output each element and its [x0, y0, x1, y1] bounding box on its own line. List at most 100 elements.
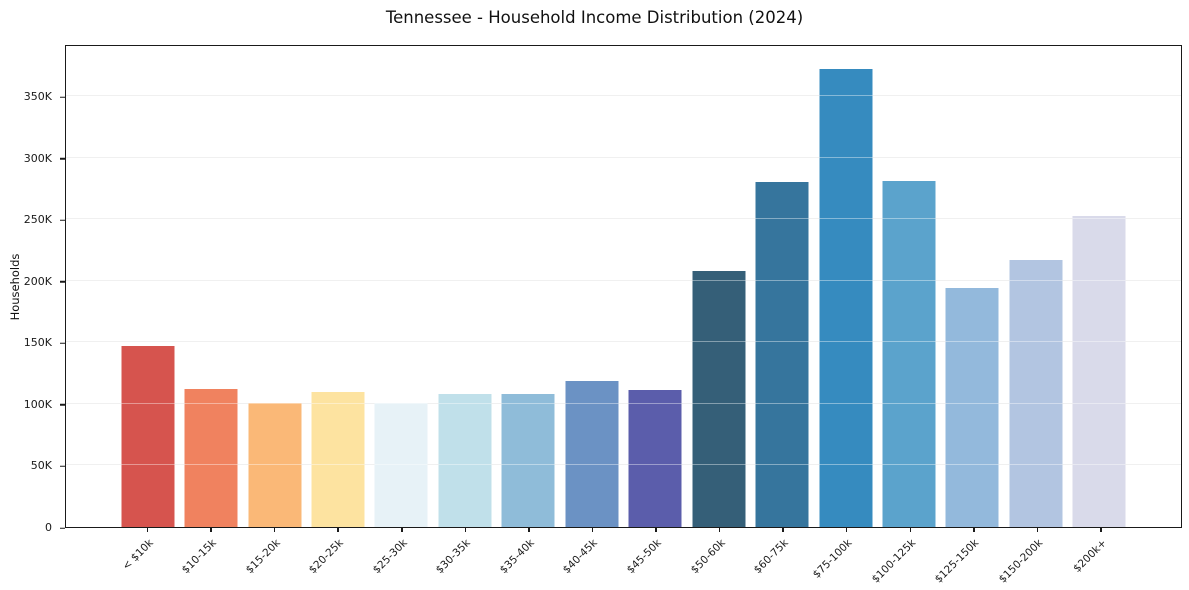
x-tick-mark	[146, 528, 149, 532]
bar-$50-60k	[692, 271, 746, 527]
bar-$15-20k	[248, 402, 302, 527]
gridline	[66, 156, 1181, 158]
gridline	[66, 402, 1181, 404]
plot-area	[65, 45, 1182, 528]
x-tick-slot: $75-100k	[810, 528, 878, 590]
bar-< $10k	[121, 346, 175, 527]
y-tick-mark	[60, 158, 65, 160]
x-tick-mark	[1100, 528, 1102, 532]
bar-slot	[116, 46, 179, 527]
gridline-overlay-line	[66, 341, 1181, 343]
y-tick-label: 150K	[23, 336, 52, 350]
x-tick-mark	[337, 528, 339, 532]
x-tick-label: $200k+	[1070, 537, 1109, 575]
gridline-overlay-line	[66, 156, 1181, 158]
y-tick-mark	[60, 404, 65, 406]
x-tick-mark	[273, 528, 276, 532]
x-tick-label: $10-15k	[179, 537, 219, 577]
x-axis-ticks: < $10k $10-15k $15-20k $20-25k $25-30k $30-35…	[65, 528, 1182, 590]
bar-slot	[877, 46, 940, 527]
gridlines	[66, 46, 1181, 527]
y-tick-mark	[60, 219, 65, 222]
y-tick-label: 350K	[23, 90, 52, 104]
bar-$200k+	[1072, 215, 1126, 527]
x-tick-slot: $45-50k	[624, 528, 688, 590]
y-tick-label: 300K	[23, 151, 52, 165]
bar-$75-100k	[819, 69, 873, 527]
x-tick-slot: $20-25k	[306, 528, 370, 590]
x-tick-mark	[528, 528, 530, 532]
bar-$20-25k	[311, 391, 365, 527]
bar-$125-150k	[945, 288, 999, 527]
bar-slot	[433, 46, 496, 527]
x-tick-slot: $150-200k	[997, 528, 1069, 590]
bars-container	[66, 46, 1181, 527]
x-tick-slot: $125-150k	[933, 528, 1005, 590]
x-tick-label: $75-100k	[810, 537, 855, 581]
y-axis-ticks: 0 50K 100K 150K 200K 250K 300K 350K	[0, 45, 65, 534]
x-tick-slot: $50-60k	[687, 528, 751, 590]
x-tick-slot: $25-30k	[369, 528, 433, 590]
y-tick-mark	[60, 281, 65, 283]
bar-$30-35k	[438, 394, 492, 527]
y-tick-label: 0	[45, 521, 52, 534]
x-tick-mark	[655, 528, 657, 532]
gridline	[66, 464, 1181, 466]
y-tick-label: 200K	[23, 274, 52, 288]
bar-slot	[1068, 46, 1131, 527]
bar-slot	[814, 46, 877, 527]
x-tick-label: $50-60k	[688, 537, 728, 577]
bar-slot	[687, 46, 750, 527]
x-tick-slot: $40-45k	[560, 528, 624, 590]
gridline	[66, 95, 1181, 97]
x-tick-mark	[909, 528, 912, 532]
x-tick-label: $45-50k	[624, 537, 664, 577]
y-tick-label: 250K	[23, 213, 52, 227]
bar-$45-50k	[628, 390, 682, 527]
x-tick-label: $30-35k	[433, 537, 474, 577]
bar-slot	[750, 46, 813, 527]
x-tick-mark	[845, 528, 848, 532]
bar-slot	[560, 46, 623, 527]
bar-slot	[941, 46, 1004, 527]
x-tick-label: < $10k	[119, 537, 156, 573]
bar-slot	[1004, 46, 1067, 527]
bar-$100-125k	[882, 181, 936, 527]
y-tick-mark	[60, 527, 65, 529]
y-tick-mark	[60, 342, 65, 345]
x-tick-slot: < $10k	[115, 528, 179, 590]
bar-slot	[179, 46, 242, 527]
x-tick-label: $20-25k	[306, 537, 346, 577]
bar-slot	[624, 46, 687, 527]
bar-$150-200k	[1009, 259, 1063, 527]
x-tick-slot: $30-35k	[433, 528, 497, 590]
x-tick-slot: $15-20k	[242, 528, 306, 590]
gridline	[66, 218, 1181, 220]
x-tick-slot: $100-125k	[869, 528, 942, 590]
bar-$25-30k	[374, 402, 428, 527]
x-tick-mark	[591, 528, 594, 532]
x-tick-mark	[464, 528, 467, 532]
y-tick-label: 50K	[30, 459, 52, 473]
x-tick-mark	[210, 528, 212, 532]
gridline-overlay-line	[66, 218, 1181, 220]
bar-$40-45k	[565, 380, 619, 527]
gridline-overlay-line	[66, 402, 1181, 404]
gridline	[66, 279, 1181, 281]
x-tick-mark	[782, 528, 784, 532]
x-tick-label: $35-40k	[497, 537, 537, 577]
x-tick-label: $25-30k	[370, 537, 410, 577]
x-tick-mark	[1036, 528, 1039, 532]
chart-title: Tennessee - Household Income Distributio…	[385, 8, 804, 27]
bar-slot	[243, 46, 306, 527]
y-tick-mark	[60, 465, 65, 468]
x-tick-label: $15-20k	[243, 537, 283, 577]
x-tick-slot: $35-40k	[496, 528, 560, 590]
x-tick-slot: $10-15k	[179, 528, 243, 590]
bar-slot	[370, 46, 433, 527]
gridline	[66, 341, 1181, 343]
gridline-overlay	[66, 46, 1181, 527]
x-tick-slot: $60-75k	[751, 528, 815, 590]
x-tick-mark	[401, 528, 403, 532]
y-tick-label: 100K	[23, 397, 52, 411]
